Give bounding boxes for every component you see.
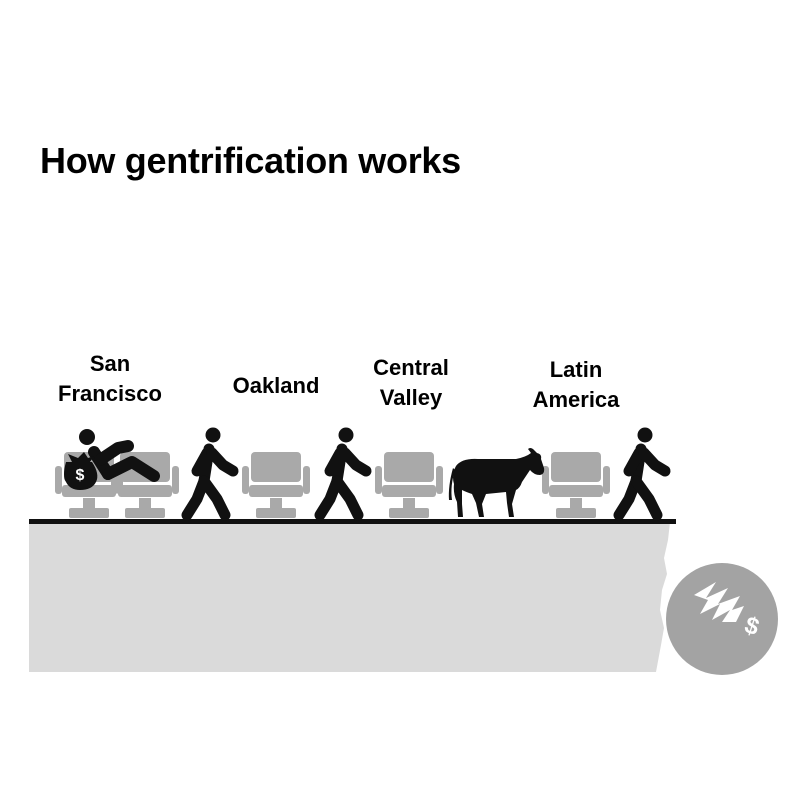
label-oakland: Oakland <box>233 371 320 401</box>
walking-person-icon-1 <box>187 428 233 516</box>
seat-oakland <box>242 452 310 518</box>
label-san-francisco-line1: San <box>89 351 131 376</box>
cow-icon <box>448 448 545 517</box>
label-san-francisco: San Francisco <box>58 349 162 409</box>
label-central-valley: Central Valley <box>373 353 449 413</box>
label-latin-america-line2: America <box>532 387 620 412</box>
money-bag-symbol: $ <box>76 467 85 484</box>
label-oakland-line1: Oakland <box>232 373 320 398</box>
ground-slab <box>29 522 670 672</box>
seat-latin-america <box>542 452 610 518</box>
money-bag-icon: $ <box>64 452 98 490</box>
seat-central-valley <box>375 452 443 518</box>
label-central-valley-line1: Central <box>373 355 449 380</box>
walking-person-icon-2 <box>320 428 366 516</box>
floor-line <box>29 519 676 524</box>
label-latin-america: Latin America <box>533 355 620 415</box>
diagram-title: How gentrification works <box>40 140 461 181</box>
label-san-francisco-line2: Francisco <box>58 381 162 406</box>
reclining-figure-icon <box>79 429 160 482</box>
label-latin-america-line1: Latin <box>549 357 603 382</box>
label-central-valley-line2: Valley <box>379 385 443 410</box>
walking-person-icon-3 <box>619 428 665 516</box>
cracked-coin-icon: $ <box>666 563 778 675</box>
